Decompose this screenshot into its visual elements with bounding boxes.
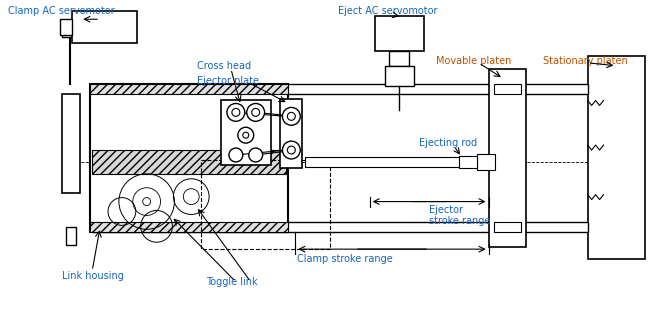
Circle shape [243,132,249,138]
Bar [389,51,409,66]
Bar [92,84,587,94]
Bar [61,19,73,35]
Bar [63,29,79,37]
Circle shape [249,148,263,162]
Circle shape [282,108,300,125]
Bar [63,94,81,193]
Text: Clamp stroke range: Clamp stroke range [297,254,393,264]
Bar [92,222,587,232]
Circle shape [287,146,295,154]
Text: Stationary platen: Stationary platen [543,56,628,66]
Bar [90,84,288,232]
Circle shape [287,112,295,120]
Text: Clamp AC servomotor: Clamp AC servomotor [8,6,115,16]
Text: Ejector plate: Ejector plate [197,76,259,86]
Text: Ejector
stroke range: Ejector stroke range [429,205,490,226]
Bar [494,84,521,94]
Bar [488,69,526,247]
Bar [494,222,521,232]
Circle shape [238,127,253,143]
Text: Movable platen: Movable platen [436,56,512,66]
Circle shape [229,148,243,162]
Bar [201,160,330,249]
Bar [67,227,77,245]
Bar [305,157,492,167]
Text: Eject AC servomotor: Eject AC servomotor [338,6,438,16]
Text: Link housing: Link housing [63,271,124,281]
Bar [375,16,424,51]
Bar [280,99,302,168]
Bar [459,156,477,168]
Text: Ejecting rod: Ejecting rod [419,138,477,148]
Text: Cross head: Cross head [197,61,251,71]
Bar [587,56,645,259]
Circle shape [247,104,265,121]
Bar [221,100,271,165]
Bar [92,150,286,174]
Bar [73,11,137,43]
Circle shape [251,108,259,116]
Bar [90,84,288,94]
Bar [385,66,414,86]
Text: Toggle link: Toggle link [206,277,258,287]
Circle shape [282,141,300,159]
Circle shape [227,104,245,121]
Bar [90,222,288,232]
Circle shape [143,198,150,205]
Circle shape [232,108,240,116]
Bar [477,154,494,170]
